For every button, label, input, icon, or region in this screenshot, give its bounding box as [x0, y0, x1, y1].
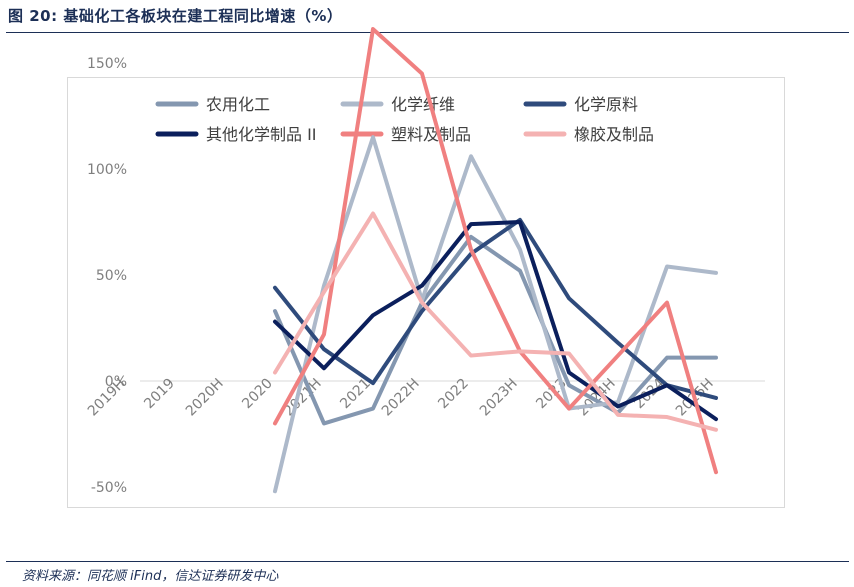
y-tick-label: 0% [105, 374, 127, 390]
title-divider [6, 32, 849, 33]
source-divider [6, 561, 849, 562]
x-tick-label: 2023H [477, 376, 521, 420]
series-group [273, 27, 718, 494]
series-line [273, 220, 718, 422]
legend-label: 化学原料 [574, 95, 638, 114]
source-note: 资料来源：同花顺 iFind，信达证券研发中心 [22, 569, 279, 584]
legend-label: 农用化工 [206, 95, 270, 114]
series-line [273, 217, 718, 400]
x-tick-label: 2020H [183, 376, 227, 420]
y-axis: 200%150%100%50%0%-50%-100% [82, 56, 127, 587]
y-tick-label: 50% [96, 268, 127, 284]
y-tick-label: 150% [87, 56, 127, 72]
series-line [273, 234, 718, 426]
figure-title: 图 20: 基础化工各板块在建工程同比增速（%） [8, 5, 342, 26]
series-line [273, 27, 718, 475]
series-line [273, 211, 718, 432]
figure-title-text: 基础化工各板块在建工程同比增速（%） [63, 7, 343, 25]
chart-frame [67, 77, 785, 508]
series-line [273, 135, 718, 494]
legend-label: 化学纤维 [391, 95, 455, 114]
legend-label: 其他化学制品 II [206, 125, 317, 144]
figure-number: 图 20: [8, 7, 58, 25]
legend-label: 塑料及制品 [391, 125, 471, 144]
y-tick-label: 100% [87, 162, 127, 178]
y-tick-label: -50% [91, 480, 127, 496]
legend-label: 橡胶及制品 [574, 125, 654, 144]
